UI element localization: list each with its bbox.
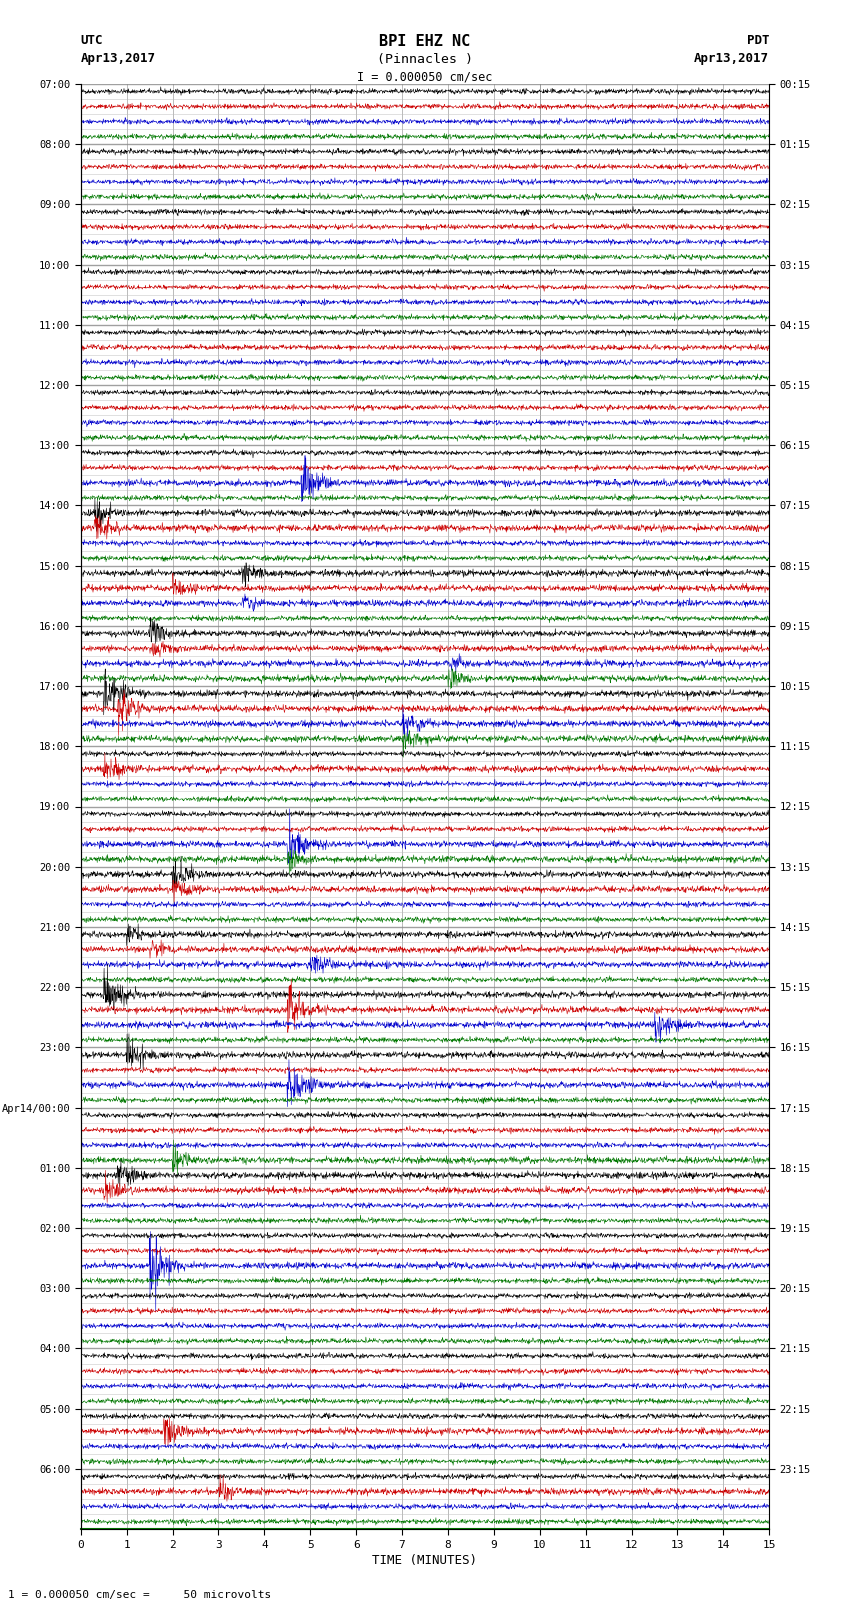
Text: I = 0.000050 cm/sec: I = 0.000050 cm/sec: [357, 71, 493, 84]
Text: Apr13,2017: Apr13,2017: [694, 52, 769, 65]
X-axis label: TIME (MINUTES): TIME (MINUTES): [372, 1553, 478, 1566]
Text: Apr13,2017: Apr13,2017: [81, 52, 156, 65]
Text: UTC: UTC: [81, 34, 103, 47]
Text: BPI EHZ NC: BPI EHZ NC: [379, 34, 471, 48]
Text: 1 = 0.000050 cm/sec =     50 microvolts: 1 = 0.000050 cm/sec = 50 microvolts: [8, 1590, 272, 1600]
Text: PDT: PDT: [747, 34, 769, 47]
Text: (Pinnacles ): (Pinnacles ): [377, 53, 473, 66]
